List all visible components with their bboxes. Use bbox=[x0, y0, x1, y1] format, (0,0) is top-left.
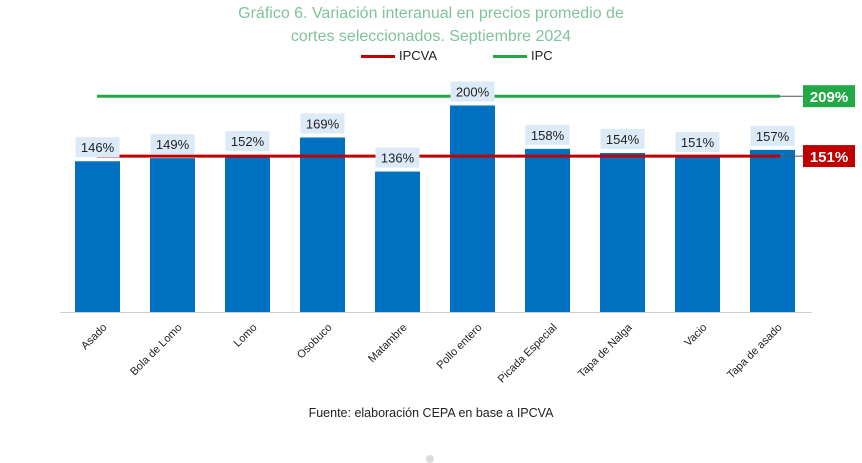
bar bbox=[750, 149, 795, 312]
data-label-box bbox=[600, 128, 645, 149]
source-note: Fuente: elaboración CEPA en base a IPCVA bbox=[308, 406, 554, 420]
data-label: 152% bbox=[231, 134, 265, 149]
bar bbox=[300, 137, 345, 312]
x-tick-label: Picada Especial bbox=[496, 322, 560, 386]
data-label-box bbox=[675, 132, 720, 153]
legend-label-ipcva: IPCVA bbox=[399, 48, 438, 63]
x-tick-label: Bola de Lomo bbox=[128, 322, 184, 378]
data-label: 136% bbox=[381, 151, 415, 166]
reference-badge bbox=[803, 85, 855, 108]
legend-swatch-ipc bbox=[493, 55, 527, 58]
x-tick-label: Matambre bbox=[366, 322, 410, 366]
x-tick-label: Lomo bbox=[232, 322, 260, 350]
page-indicator-dot bbox=[426, 455, 434, 463]
data-label: 169% bbox=[306, 116, 340, 131]
chart-legend: IPCVA IPC bbox=[0, 47, 862, 65]
x-tick-label: Pollo entero bbox=[435, 322, 485, 372]
chart-title: Gráfico 6. Variación interanual en preci… bbox=[0, 2, 862, 48]
reference-badge-label: 209% bbox=[810, 89, 848, 106]
x-tick-label: Asado bbox=[79, 322, 110, 353]
data-label-box bbox=[150, 134, 195, 155]
x-tick-label: Vacio bbox=[682, 322, 709, 349]
chart-title-line-2: cortes seleccionados. Septiembre 2024 bbox=[290, 28, 572, 45]
bar bbox=[75, 161, 120, 312]
bar bbox=[375, 171, 420, 312]
data-label-box bbox=[750, 125, 795, 146]
data-label-box bbox=[525, 124, 570, 145]
data-label: 200% bbox=[456, 84, 490, 99]
bar bbox=[600, 152, 645, 312]
data-label: 157% bbox=[756, 129, 790, 144]
data-label: 151% bbox=[681, 135, 715, 150]
bar bbox=[225, 155, 270, 312]
reference-badge bbox=[803, 145, 855, 168]
data-label: 154% bbox=[606, 132, 640, 147]
reference-badge-label: 151% bbox=[810, 149, 848, 166]
chart-title-line-1: Gráfico 6. Variación interanual en preci… bbox=[238, 5, 624, 22]
data-label: 146% bbox=[81, 140, 115, 155]
data-label-box bbox=[225, 131, 270, 152]
data-label: 149% bbox=[156, 137, 190, 152]
data-label: 158% bbox=[531, 128, 565, 143]
x-tick-label: Tapa de asado bbox=[725, 322, 785, 382]
legend-swatch-ipcva bbox=[361, 55, 395, 58]
data-label-box bbox=[75, 137, 120, 158]
bar bbox=[150, 158, 195, 312]
data-label-box bbox=[300, 113, 345, 134]
x-tick-label: Tapa de Nalga bbox=[576, 321, 635, 380]
data-label-box bbox=[450, 81, 495, 102]
bar bbox=[525, 148, 570, 312]
legend-label-ipc: IPC bbox=[531, 48, 553, 63]
bar bbox=[675, 156, 720, 312]
bar-chart: 151% 209% 146% 149% 152% 169% 136% 200% 158% 154%… bbox=[60, 81, 855, 386]
bar bbox=[450, 105, 495, 312]
x-tick-label: Osobuco bbox=[295, 322, 335, 362]
data-label-box bbox=[375, 147, 420, 168]
